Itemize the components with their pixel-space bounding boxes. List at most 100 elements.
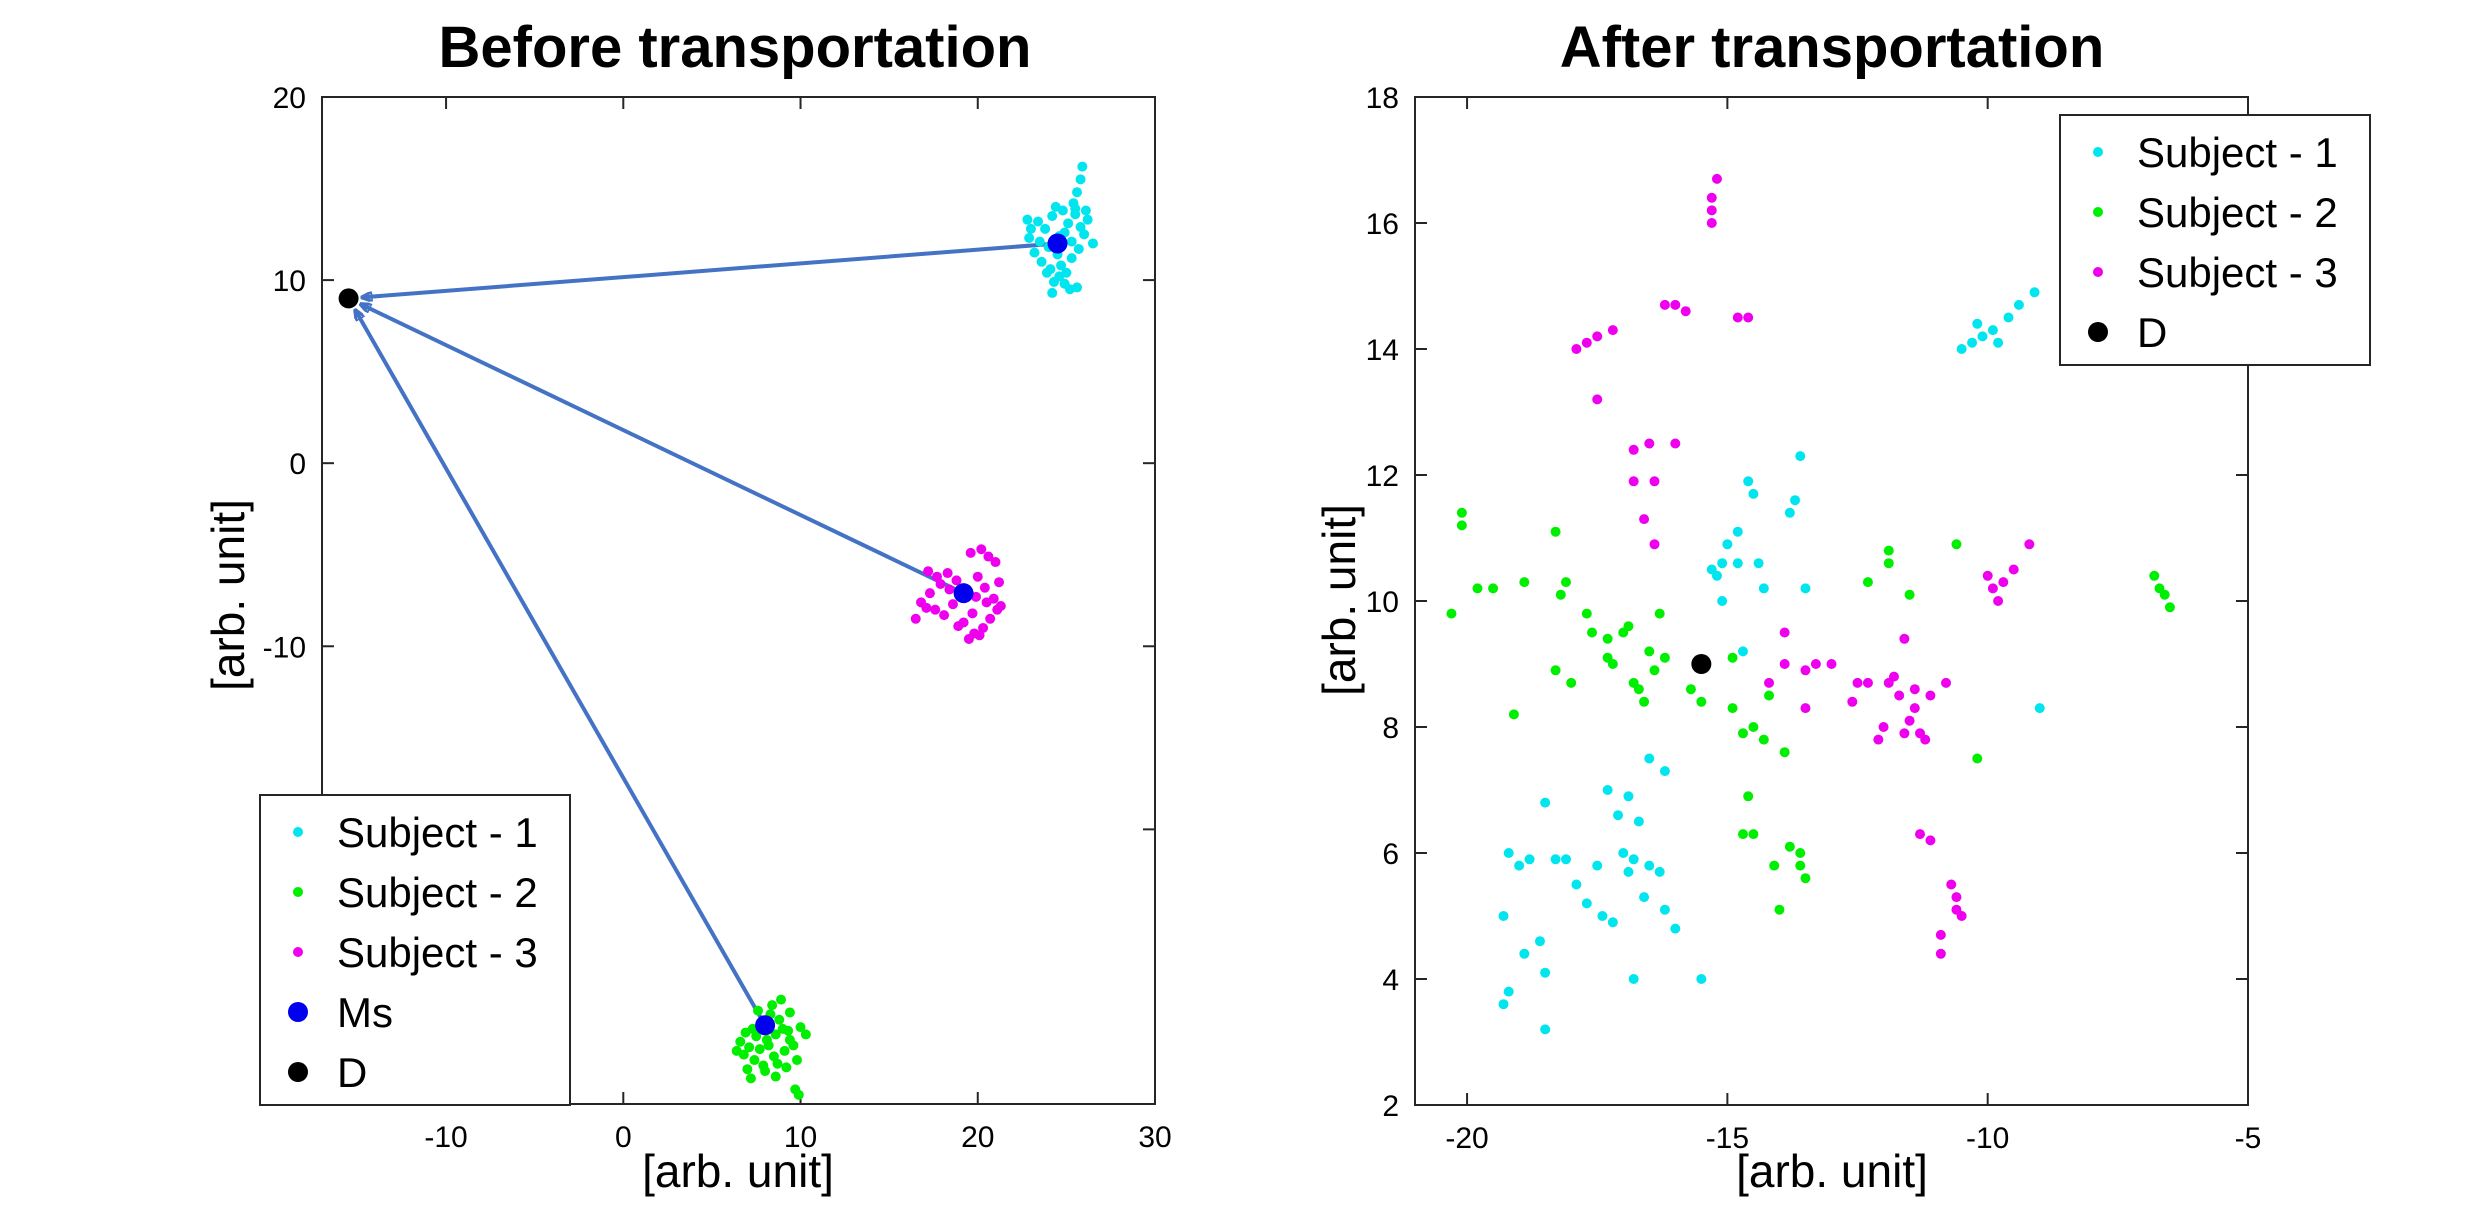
points-layer xyxy=(1446,173,2175,1035)
point-subject3 xyxy=(1800,703,1811,714)
point-subject1 xyxy=(1800,583,1811,594)
point-subject3 xyxy=(2008,564,2019,575)
point-subject1 xyxy=(1503,986,1514,997)
legend-label: Subject - 1 xyxy=(337,809,538,856)
point-subject3 xyxy=(1659,299,1670,310)
point-subject3 xyxy=(1847,696,1858,707)
point-subject3 xyxy=(1878,722,1889,732)
point-subject2 xyxy=(731,1045,742,1056)
point-subject3 xyxy=(979,582,990,593)
point-subject1 xyxy=(1550,854,1561,865)
legend-marker-subject2 xyxy=(293,887,303,897)
point-subject2 xyxy=(1508,709,1519,720)
point-subject3 xyxy=(932,571,943,582)
point-subject2 xyxy=(1550,665,1561,676)
point-subject1 xyxy=(1732,526,1743,537)
point-d xyxy=(338,288,359,309)
point-subject1 xyxy=(1066,236,1077,247)
point-subject3 xyxy=(1925,690,1936,701)
point-subject1 xyxy=(1592,860,1603,871)
point-subject1 xyxy=(1066,253,1077,264)
legend-label: Subject - 2 xyxy=(2137,189,2338,236)
y-tick-label: 10 xyxy=(1366,586,1399,619)
point-subject2 xyxy=(1623,621,1634,632)
point-subject3 xyxy=(1732,312,1743,323)
point-subject2 xyxy=(1748,829,1759,840)
x-tick-label: 0 xyxy=(615,1121,632,1154)
legend-marker-subject2 xyxy=(2093,207,2103,217)
point-subject3 xyxy=(981,597,992,608)
point-subject1 xyxy=(1524,854,1535,865)
x-tick-label: 30 xyxy=(1138,1121,1171,1154)
point-subject3 xyxy=(910,613,921,624)
point-subject1 xyxy=(1024,232,1035,243)
point-subject3 xyxy=(1935,929,1946,940)
point-subject1 xyxy=(1050,201,1061,212)
point-subject1 xyxy=(1597,911,1608,921)
point-subject3 xyxy=(1649,539,1660,550)
point-subject2 xyxy=(767,1000,778,1011)
point-subject3 xyxy=(1982,570,1993,581)
y-tick-label: 10 xyxy=(273,265,306,298)
y-tick-label: -10 xyxy=(263,631,306,664)
legend-label: Subject - 2 xyxy=(337,869,538,916)
point-subject2 xyxy=(745,1073,756,1084)
point-subject1 xyxy=(1613,810,1624,821)
point-subject3 xyxy=(1888,671,1899,682)
point-subject2 xyxy=(2149,570,2160,581)
point-subject3 xyxy=(1706,205,1717,216)
point-subject1 xyxy=(1987,325,1998,336)
point-subject3 xyxy=(1935,948,1946,959)
point-subject3 xyxy=(1909,703,1920,714)
point-subject2 xyxy=(779,1045,790,1056)
point-subject1 xyxy=(1753,558,1764,569)
point-subject3 xyxy=(1826,659,1837,669)
legend: Subject - 1 Subject - 2 Subject - 3 D xyxy=(2059,114,2371,366)
point-subject3 xyxy=(1810,659,1821,669)
point-subject1 xyxy=(1732,558,1743,569)
point-subject1 xyxy=(1498,999,1509,1010)
arrow xyxy=(363,241,1058,297)
point-subject1 xyxy=(1041,267,1052,278)
point-subject2 xyxy=(1800,873,1811,884)
x-tick-label: -20 xyxy=(1445,1122,1488,1155)
point-subject1 xyxy=(1048,276,1059,287)
point-subject3 xyxy=(1956,911,1967,921)
point-subject1 xyxy=(1075,174,1086,185)
point-subject1 xyxy=(1498,911,1509,921)
legend: Subject - 1 Subject - 2 Subject - 3 Ms D xyxy=(259,794,571,1106)
y-tick-label: 12 xyxy=(1366,460,1399,493)
point-subject2 xyxy=(1862,577,1873,588)
point-subject2 xyxy=(752,1005,763,1016)
point-subject1 xyxy=(1623,866,1634,877)
x-tick-label: -15 xyxy=(1706,1122,1749,1155)
point-subject1 xyxy=(1560,854,1571,865)
point-subject1 xyxy=(1977,331,1988,342)
point-subject3 xyxy=(1873,734,1884,745)
point-subject2 xyxy=(1560,577,1571,588)
point-subject2 xyxy=(2164,602,2175,613)
point-subject3 xyxy=(947,599,958,610)
point-subject3 xyxy=(1941,677,1952,688)
point-subject1 xyxy=(1072,187,1083,198)
point-subject3 xyxy=(951,575,962,586)
y-tick-label: 14 xyxy=(1366,334,1399,367)
point-subject1 xyxy=(1628,974,1639,984)
point-subject2 xyxy=(788,1040,799,1051)
y-tick-label: 2 xyxy=(1382,1090,1399,1123)
point-subject3 xyxy=(1644,438,1655,449)
point-subject1 xyxy=(1063,218,1074,229)
y-tick-label: 16 xyxy=(1366,208,1399,241)
point-subject2 xyxy=(742,1064,753,1075)
point-subject1 xyxy=(1571,879,1582,890)
point-subject3 xyxy=(1764,677,1775,688)
point-subject2 xyxy=(1774,904,1785,915)
point-subject1 xyxy=(1737,646,1748,657)
point-subject2 xyxy=(1659,652,1670,663)
point-subject3 xyxy=(1571,344,1582,354)
point-subject3 xyxy=(939,610,950,621)
point-subject2 xyxy=(1519,577,1530,588)
point-subject2 xyxy=(754,1044,765,1055)
point-subject1 xyxy=(1659,766,1670,777)
point-subject3 xyxy=(1899,728,1910,739)
